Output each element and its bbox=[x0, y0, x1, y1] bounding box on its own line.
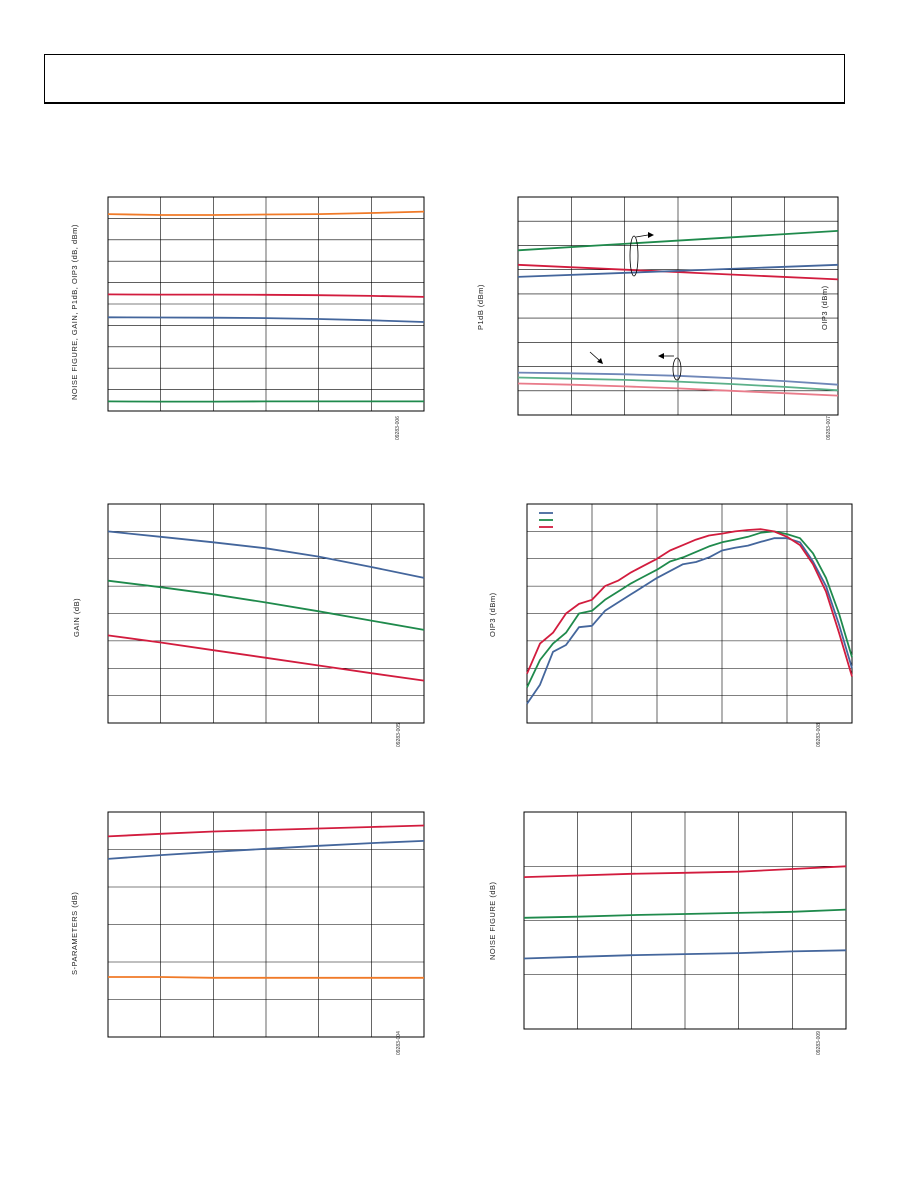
pointer-head bbox=[597, 358, 603, 364]
arrow-line-oip3 bbox=[635, 234, 649, 238]
chart-panel-noise-gain-p1db-oip3: NOISE FIGURE, GAIN, P1dB, OIP3 (dB, dBm)… bbox=[60, 190, 425, 440]
chart-plot bbox=[107, 196, 425, 412]
series-line-1 bbox=[107, 530, 425, 579]
series-line-3 bbox=[107, 316, 425, 323]
y-axis-label: GAIN (dB) bbox=[72, 597, 81, 637]
figure-id: 09283-006 bbox=[395, 416, 401, 440]
y-axis-label-right: OIP3 (dBm) bbox=[820, 285, 829, 330]
series-line-2 bbox=[107, 579, 425, 631]
series-line-5 bbox=[517, 376, 839, 392]
series-line-3 bbox=[108, 976, 424, 979]
chart-plot bbox=[526, 503, 853, 724]
figure-id: 09283-009 bbox=[816, 1031, 822, 1055]
series-line-1 bbox=[523, 865, 847, 878]
series-line-2 bbox=[526, 530, 853, 688]
arrow-head-p1db bbox=[658, 353, 664, 359]
plot-frame bbox=[107, 196, 425, 412]
plot-frame bbox=[526, 503, 853, 724]
y-axis-label: S-PARAMETERS (dB) bbox=[70, 891, 79, 975]
series-line-3 bbox=[107, 634, 425, 682]
figure-id: 09283-007 bbox=[826, 416, 832, 440]
chart-panel-s-parameters: S-PARAMETERS (dB) 09283-004 bbox=[60, 805, 425, 1065]
series-line-1 bbox=[107, 824, 425, 838]
series-line-2 bbox=[517, 263, 839, 281]
series-line-3 bbox=[523, 949, 847, 960]
figure-id: 09283-005 bbox=[396, 723, 402, 747]
y-axis-label: NOISE FIGURE, GAIN, P1dB, OIP3 (dB, dBm) bbox=[70, 224, 79, 400]
series-line-2 bbox=[107, 840, 425, 860]
page-header-box bbox=[44, 54, 845, 104]
group-ellipse-p1db bbox=[672, 357, 682, 381]
plot-frame bbox=[107, 503, 425, 724]
series-line-1 bbox=[107, 210, 425, 216]
chart-panel-oip3: OIP3 (dBm) 09283-008 bbox=[470, 497, 853, 757]
series-line-3 bbox=[526, 528, 853, 677]
chart-plot bbox=[523, 811, 847, 1030]
figure-id: 09283-008 bbox=[816, 723, 822, 747]
chart-panel-noise-figure: NOISE FIGURE (dB) 09283-009 bbox=[470, 805, 847, 1065]
chart-panel-gain: GAIN (dB) 09283-005 bbox=[60, 497, 425, 757]
series-line-2 bbox=[107, 293, 425, 298]
plot-frame bbox=[107, 811, 425, 1038]
chart-panel-p1db-oip3: P1dB (dBm) OIP3 (dBm) 09283-007 bbox=[470, 190, 840, 440]
figure-id: 09283-004 bbox=[396, 1031, 402, 1055]
y-axis-label-left: P1dB (dBm) bbox=[476, 284, 485, 330]
chart-plot bbox=[517, 196, 839, 416]
series-line-1 bbox=[526, 537, 853, 705]
chart-plot bbox=[107, 503, 425, 724]
series-line-4 bbox=[517, 371, 839, 386]
y-axis-label: NOISE FIGURE (dB) bbox=[488, 881, 497, 960]
series-line-6 bbox=[517, 382, 839, 397]
series-line-1 bbox=[517, 230, 839, 252]
plot-frame bbox=[517, 196, 839, 416]
series-line-2 bbox=[523, 908, 847, 919]
series-line-3 bbox=[517, 263, 839, 278]
pointer-line bbox=[589, 351, 601, 362]
arrow-head-oip3 bbox=[648, 232, 654, 238]
y-axis-label: OIP3 (dBm) bbox=[488, 592, 497, 637]
plot-frame bbox=[523, 811, 847, 1030]
group-ellipse-oip3 bbox=[629, 235, 639, 277]
chart-plot bbox=[107, 811, 425, 1038]
